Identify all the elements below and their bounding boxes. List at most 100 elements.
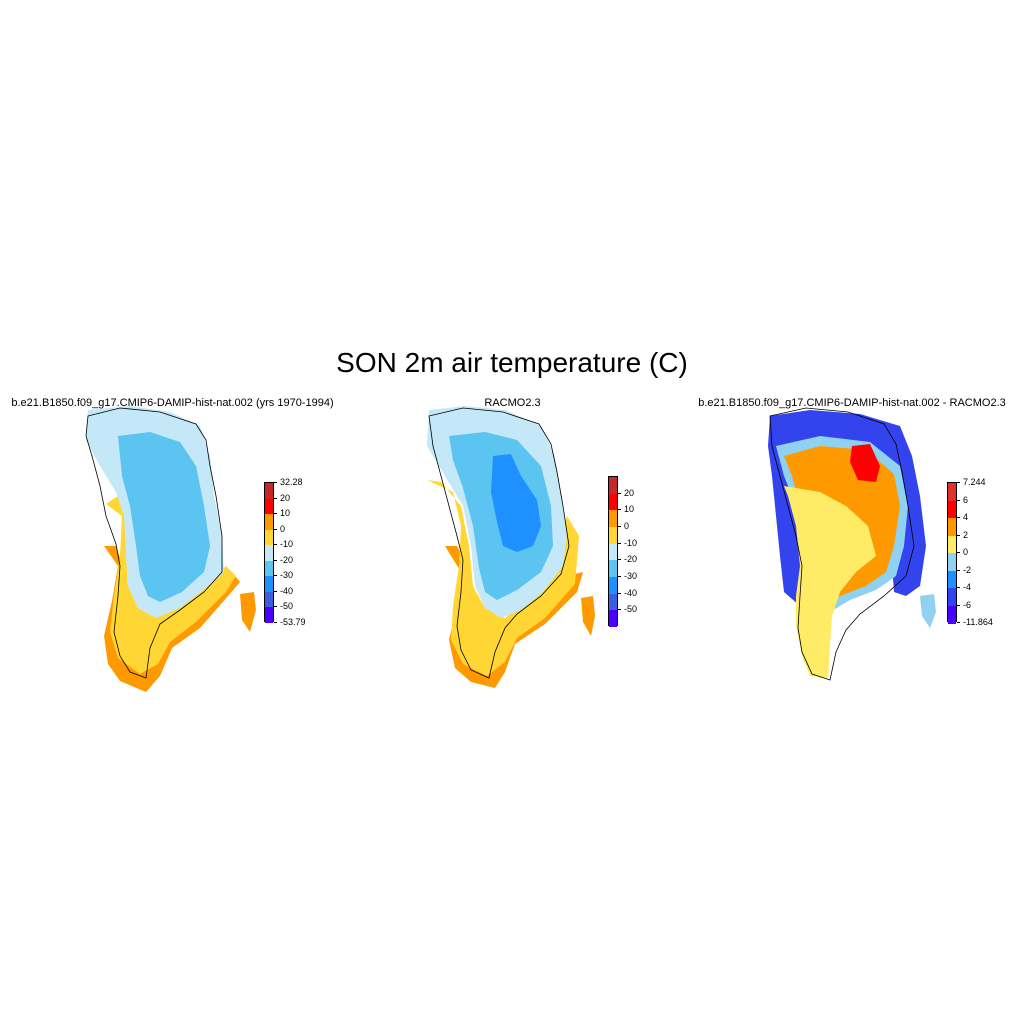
colorbar-tick (618, 592, 621, 594)
colorbar-segment (609, 493, 617, 511)
colorbar-segment (265, 514, 273, 531)
colorbar-segment (609, 477, 617, 495)
colorbar-segment (265, 545, 273, 562)
panel-title: b.e21.B1850.f09_g17.CMIP6-DAMIP-hist-nat… (698, 397, 1006, 409)
colorbar-segment (948, 553, 956, 571)
coastline (85, 407, 223, 679)
colorbar-segment (948, 483, 956, 501)
colorbar-segment (609, 543, 617, 561)
colorbar-tick (618, 542, 621, 544)
colorbar-label: 0 (280, 523, 286, 534)
colorbar: 20 10 0 -10 -20 -30 -40 -50 (608, 476, 678, 628)
colorbar-label: 6 (963, 494, 969, 505)
colorbar-segment (265, 529, 273, 546)
coastline (428, 407, 570, 679)
colorbar-label: -40 (624, 587, 638, 598)
colorbar-tick (957, 552, 960, 553)
colorbar-segment (265, 560, 273, 577)
panel-difference: b.e21.B1850.f09_g17.CMIP6-DAMIP-hist-nat… (680, 396, 1024, 696)
colorbar-tick (274, 544, 277, 546)
ice-interior-region (118, 432, 210, 602)
colorbar-segment (948, 605, 956, 624)
colorbar-tick (618, 576, 621, 577)
colorbar-tick (274, 575, 277, 577)
colorbar-tick (618, 526, 621, 527)
colorbar-label: -40 (280, 585, 294, 596)
colorbar-label: -2 (963, 564, 972, 575)
colorbar-tick (957, 569, 960, 571)
colorbar-tick (957, 499, 960, 501)
colorbar-tick (957, 587, 960, 588)
colorbar-segment (948, 570, 956, 589)
colorbar: 7.244 6 4 2 0 -2 -4 -6 -11.864 (947, 477, 1023, 627)
mild-bias-region (784, 486, 876, 678)
colorbar-label: -10 (280, 539, 294, 550)
colorbar-segment (609, 593, 617, 611)
colorbar-tick (618, 559, 621, 561)
colorbar-label: -30 (624, 571, 638, 581)
colorbar-segment (948, 535, 956, 554)
colorbar-label: -10 (624, 537, 638, 548)
coastline (769, 407, 915, 681)
svalbard-region (240, 592, 256, 632)
colorbar-label: -30 (280, 570, 294, 581)
colorbar-label: 32.28 (280, 477, 303, 487)
colorbar-label: -4 (963, 582, 972, 592)
colorbar-box (264, 482, 274, 624)
colorbar-label: -6 (963, 599, 972, 610)
colorbar-segment (609, 510, 617, 528)
colorbar-tick (957, 517, 960, 518)
colorbar-label: 20 (280, 492, 291, 503)
panel-title: b.e21.B1850.f09_g17.CMIP6-DAMIP-hist-nat… (11, 397, 334, 409)
colorbar-tick (618, 492, 621, 494)
colorbar-label: 2 (963, 529, 969, 540)
colorbar-segment (265, 591, 273, 608)
colorbar-tick (957, 604, 960, 606)
svalbard-region (920, 594, 936, 628)
colorbar-tick (274, 513, 277, 515)
colorbar-label: -50 (280, 601, 294, 612)
colorbar-tick (957, 482, 960, 483)
colorbar-box (947, 482, 957, 624)
coastal-mild-region (427, 480, 579, 676)
colorbar-label: -50 (624, 604, 638, 615)
colorbar-label: -20 (280, 554, 294, 565)
colorbar-tick (274, 590, 277, 592)
colorbar-segment (265, 576, 273, 593)
colorbar-label: 0 (963, 547, 969, 557)
colorbar-tick (274, 482, 277, 483)
max-bias-region (850, 444, 880, 482)
colorbar-tick (274, 528, 277, 530)
colorbar-label: 4 (963, 512, 969, 522)
figure-title: SON 2m air temperature (C) (336, 347, 688, 378)
colorbar-label: 0 (624, 521, 630, 531)
greenland-map (768, 407, 936, 681)
ice-summit-region (491, 454, 541, 552)
colorbar-segment (265, 483, 273, 500)
colorbar-segment (609, 560, 617, 578)
colorbar-segment (609, 610, 617, 628)
coastal-mild-region (106, 496, 236, 674)
colorbar: 32.28 20 10 0 -10 -20 -30 -40 -50 -53.79 (264, 477, 344, 627)
svalbard-region (581, 596, 595, 636)
colorbar-label: 10 (624, 504, 635, 515)
colorbar-label: -53.79 (280, 617, 306, 627)
panel-model: b.e21.B1850.f09_g17.CMIP6-DAMIP-hist-nat… (0, 396, 345, 696)
colorbar-label: -11.864 (963, 617, 993, 627)
colorbar-tick (274, 497, 277, 499)
colorbar-segment (948, 518, 956, 536)
colorbar-tick (957, 622, 960, 623)
colorbar-box (608, 476, 618, 628)
colorbar-tick (274, 622, 277, 623)
colorbar-label: 10 (280, 508, 291, 519)
colorbar-tick (274, 559, 277, 561)
colorbar-segment (609, 577, 617, 595)
colorbar-segment (948, 500, 956, 519)
colorbar-segment (265, 607, 273, 624)
colorbar-label: -20 (624, 554, 638, 565)
colorbar-label: 20 (624, 487, 635, 498)
greenland-map (85, 406, 256, 692)
colorbar-tick (618, 509, 621, 511)
colorbar-tick (957, 534, 960, 536)
colorbar-tick (618, 609, 621, 611)
